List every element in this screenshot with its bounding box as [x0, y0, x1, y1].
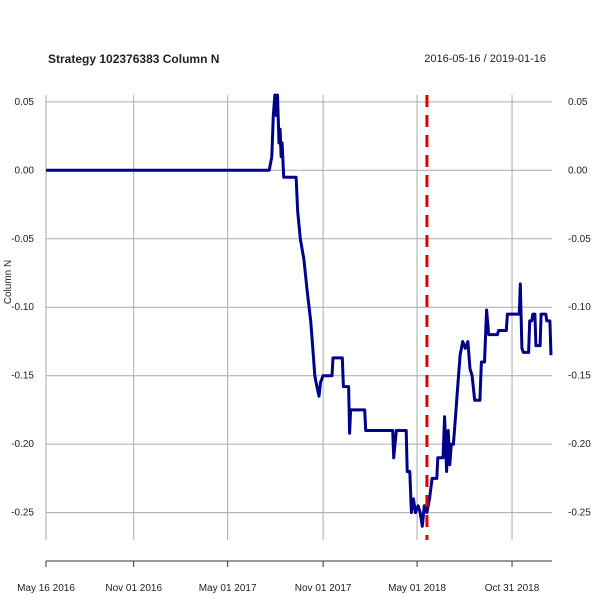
y-tick-label-left: -0.20	[11, 439, 34, 450]
y-tick-label-right: -0.25	[568, 508, 591, 519]
x-tick-label: Nov 01 2017	[295, 583, 352, 594]
y-tick-label-right: -0.10	[568, 302, 591, 313]
y-tick-label-left: 0.00	[15, 165, 35, 176]
series-line	[46, 93, 553, 528]
y-ticks-right: 0.05 0.00 -0.05 -0.10 -0.15 -0.20 -0.25	[568, 97, 591, 519]
y-tick-label-left: -0.10	[11, 302, 34, 313]
x-tick-label: Nov 01 2016	[105, 583, 162, 594]
chart-title: Strategy 102376383 Column N	[48, 52, 219, 66]
y-tick-label-right: -0.05	[568, 234, 591, 245]
date-range-label: 2016-05-16 / 2019-01-16	[424, 53, 546, 65]
y-tick-label-left: -0.05	[11, 234, 34, 245]
x-tick-label: Oct 31 2018	[485, 583, 540, 594]
y-axis-label: Column N	[3, 260, 14, 304]
grid	[45, 95, 552, 540]
x-tick-label: May 16 2016	[17, 583, 75, 594]
x-axis: May 16 2016 Nov 01 2016 May 01 2017 Nov 01 …	[17, 560, 552, 594]
y-tick-label-right: -0.15	[568, 371, 591, 382]
y-tick-label-right: -0.20	[568, 439, 591, 450]
y-tick-label-left: -0.25	[11, 508, 34, 519]
y-tick-label-left: -0.15	[11, 371, 34, 382]
y-ticks-left: 0.05 0.00 -0.05 -0.10 -0.15 -0.20 -0.25	[11, 97, 34, 519]
x-tick-label: May 01 2018	[388, 583, 446, 594]
x-tick-label: May 01 2017	[199, 583, 257, 594]
series-layer	[46, 93, 553, 528]
y-tick-label-left: 0.05	[15, 97, 35, 108]
y-tick-label-right: 0.00	[568, 165, 588, 176]
y-tick-label-right: 0.05	[568, 97, 588, 108]
